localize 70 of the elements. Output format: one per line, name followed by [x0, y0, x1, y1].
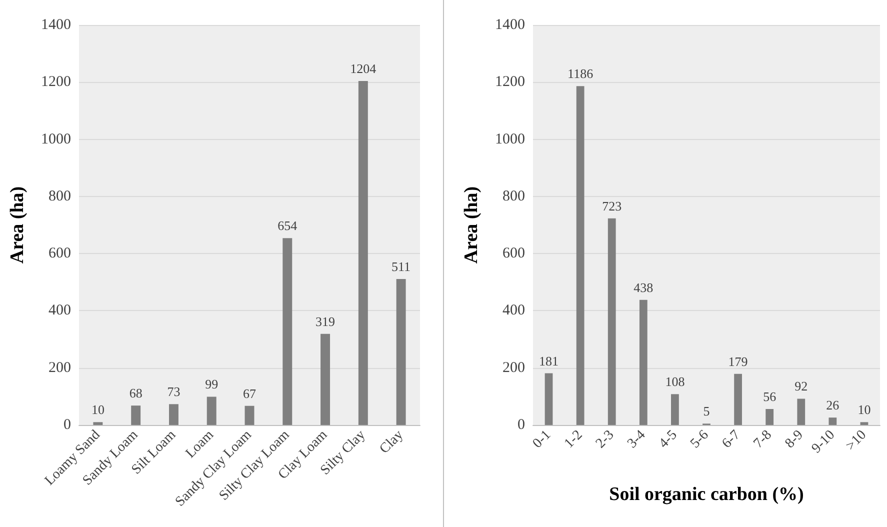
x-tick-label: 3-4	[624, 428, 649, 452]
y-tick-label: 800	[502, 188, 525, 204]
y-tick-label: 1200	[495, 74, 525, 90]
y-tick-label: 1400	[41, 17, 71, 33]
bar	[671, 394, 679, 425]
bar	[206, 396, 216, 425]
data-label: 99	[205, 376, 218, 392]
y-tick-label: 1000	[495, 131, 525, 148]
y-tick-label: 200	[502, 360, 525, 376]
bar	[358, 81, 368, 425]
y-tick-label: 600	[48, 246, 71, 262]
y-tick-label: 600	[502, 246, 525, 262]
y-tick-label: 200	[48, 360, 71, 376]
x-tick-label: 2-3	[593, 428, 618, 452]
bar	[828, 418, 837, 425]
data-label: 179	[728, 354, 748, 369]
y-axis-title: Area (ha)	[7, 186, 28, 264]
x-tick-label: 9-10	[809, 428, 838, 456]
data-label: 5	[703, 404, 710, 419]
data-label: 1186	[568, 66, 594, 82]
x-tick-label: 8-9	[782, 428, 806, 452]
data-label: 1204	[350, 61, 377, 76]
data-label: 68	[129, 386, 142, 401]
data-label: 92	[794, 378, 808, 394]
x-tick-label: Clay	[377, 428, 406, 457]
data-label: 108	[665, 374, 685, 390]
y-tick-label: 400	[502, 302, 525, 319]
data-label: 319	[316, 314, 336, 329]
x-tick-label: 6-7	[720, 428, 744, 452]
bar	[544, 373, 553, 425]
bar	[576, 86, 584, 425]
y-tick-label: 1200	[41, 74, 71, 90]
y-axis-title: Area (ha)	[461, 186, 482, 264]
bar	[734, 374, 742, 425]
bar	[282, 238, 292, 425]
bar	[131, 406, 141, 425]
x-tick-label: 5-6	[688, 428, 712, 452]
bar	[608, 218, 616, 425]
y-tick-label: 800	[48, 188, 71, 204]
y-tick-label: 0	[518, 417, 525, 433]
x-tick-label: 1-2	[562, 428, 586, 452]
y-tick-label: 0	[64, 417, 71, 433]
data-label: 10	[858, 402, 871, 418]
bar	[168, 404, 178, 425]
data-label: 511	[392, 259, 411, 274]
data-label: 181	[539, 353, 559, 368]
x-tick-label: >10	[843, 428, 870, 454]
bar	[639, 300, 648, 425]
bar	[93, 422, 103, 425]
bar	[244, 406, 254, 425]
x-tick-label: 0-1	[530, 428, 554, 452]
bar	[860, 422, 868, 425]
x-tick-label: 7-8	[751, 428, 775, 452]
x-axis-title: Soil organic carbon (%)	[609, 484, 804, 505]
x-tick-label: 4-5	[656, 428, 680, 452]
y-tick-label: 400	[48, 302, 71, 319]
bar	[766, 409, 774, 425]
data-label: 654	[278, 218, 298, 234]
data-label: 438	[634, 280, 654, 295]
y-tick-label: 1400	[495, 17, 525, 33]
data-label: 10	[91, 402, 104, 418]
bar	[396, 279, 406, 425]
data-label: 73	[167, 384, 180, 400]
bar	[320, 334, 330, 425]
bar	[797, 398, 806, 425]
data-label: 67	[243, 386, 256, 401]
data-label: 723	[602, 198, 622, 214]
data-label: 56	[763, 389, 777, 404]
y-tick-label: 1000	[41, 131, 71, 148]
data-label: 26	[826, 398, 840, 413]
